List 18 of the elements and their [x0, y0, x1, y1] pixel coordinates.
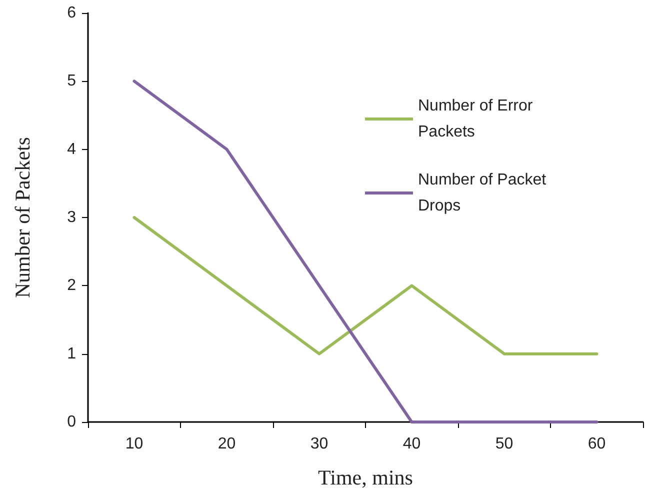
x-tick-label: 10: [125, 436, 144, 452]
y-axis-title: Number of Packets: [10, 137, 34, 298]
y-tick-label: 4: [67, 140, 76, 158]
y-tick-label: 1: [67, 345, 76, 362]
x-tick-label: 40: [402, 436, 421, 452]
line-series: [132, 80, 598, 424]
x-tick-label: 20: [218, 436, 236, 452]
y-tick-label: 6: [67, 4, 76, 22]
legend-label: Number of Packet Drops: [418, 172, 550, 214]
y-tick-label: 3: [67, 209, 76, 226]
x-tick-label: 50: [495, 436, 514, 452]
y-tick-label: 5: [67, 72, 76, 90]
legend-label: Number of Error Packets: [418, 98, 538, 140]
y-tick-label: 0: [67, 414, 76, 430]
y-tick-label: 2: [67, 277, 76, 294]
x-axis-title: Time, mins: [318, 466, 413, 490]
x-tick-label: 60: [588, 436, 606, 452]
x-tick-label: 30: [310, 436, 328, 452]
